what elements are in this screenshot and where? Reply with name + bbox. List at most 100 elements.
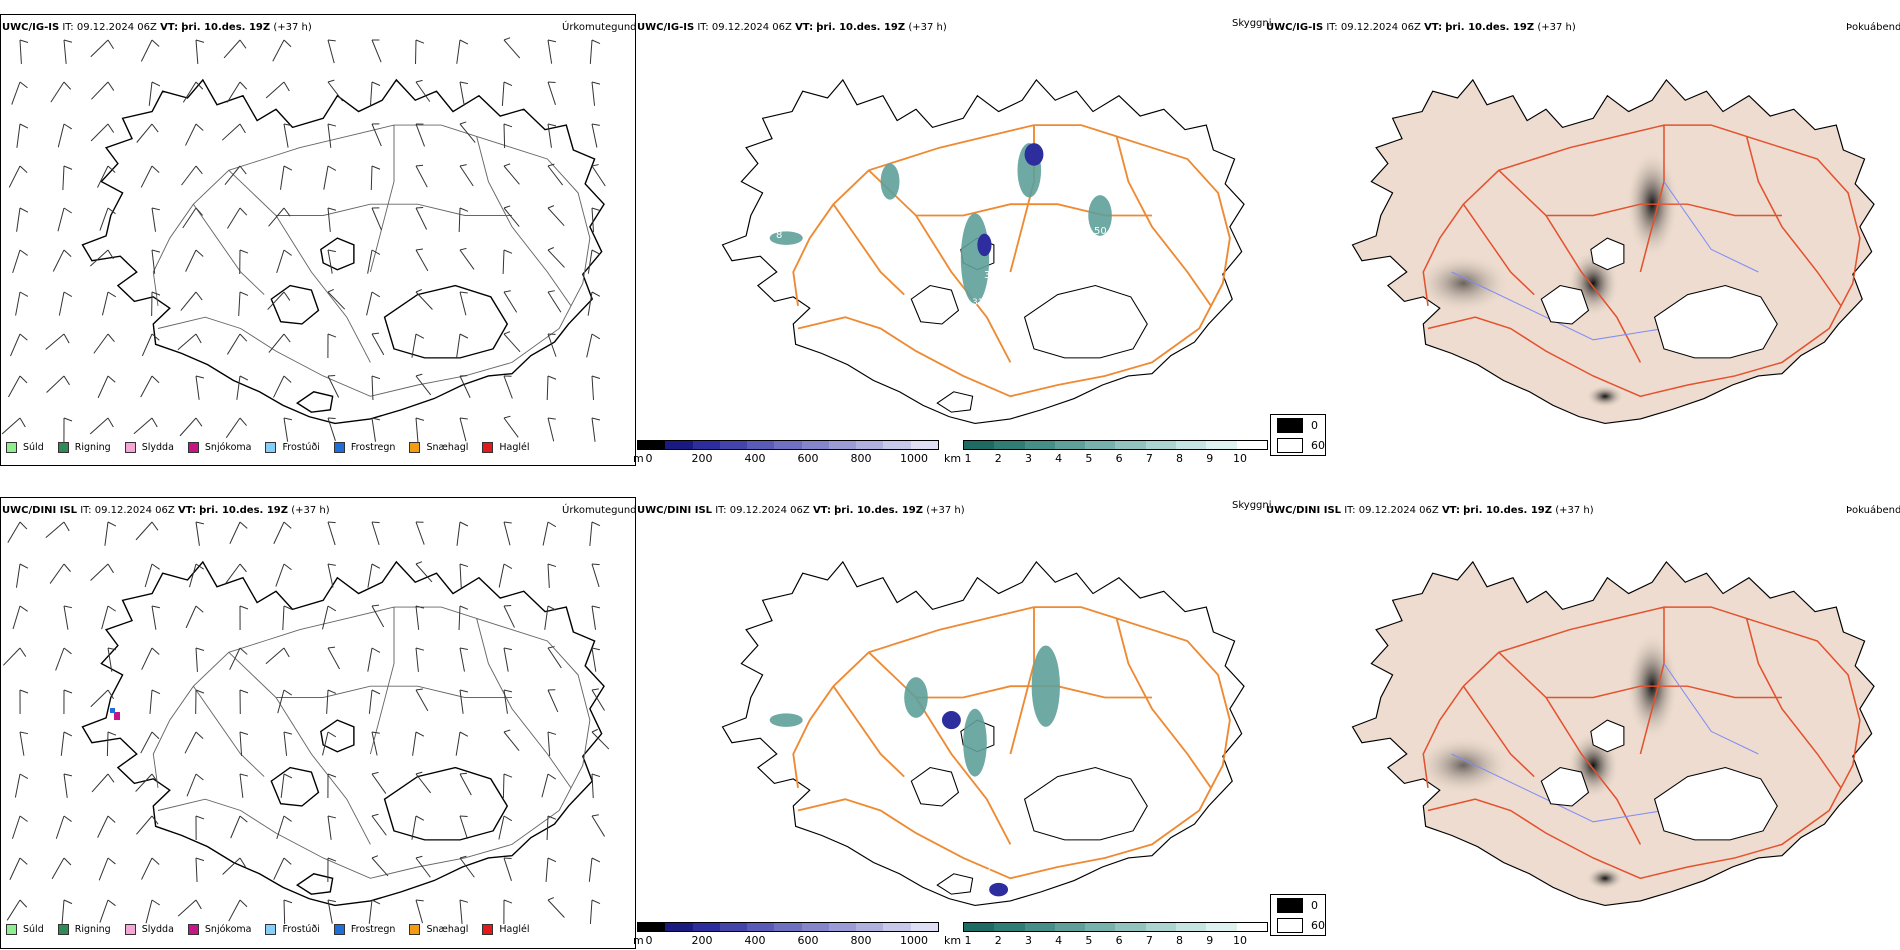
wind-barb — [276, 249, 285, 274]
wind-barb-flag — [415, 731, 425, 737]
wind-barb-flag — [371, 689, 381, 695]
wind-barb — [97, 375, 109, 399]
wind-barb — [12, 249, 21, 273]
cloud-legend-item: 0 — [1271, 895, 1325, 915]
colorbar-tick: 4 — [1055, 452, 1063, 465]
colorbar-cell — [1024, 441, 1055, 449]
wind-barb-flag — [19, 647, 27, 657]
wind-barb-flag — [63, 689, 73, 694]
precip-legend-item: Haglél — [482, 442, 530, 453]
colorbar-tick: 400 — [744, 934, 766, 947]
colorbar-cell — [994, 441, 1025, 449]
wind-barb-flag — [327, 374, 336, 377]
wind-barb-flag — [459, 605, 469, 610]
wind-barb — [546, 815, 549, 841]
wind-barb-flag — [107, 417, 114, 428]
wind-barb — [327, 123, 332, 148]
wind-barb-flag — [195, 731, 204, 740]
wind-barb-flag — [63, 81, 72, 90]
panel-title: Úrkomutegund — [562, 505, 637, 516]
wind-barb-flag — [63, 375, 70, 386]
wind-barb-flag — [283, 81, 290, 92]
wind-barb-flag — [63, 39, 73, 43]
colorbar-tick: 0 — [645, 934, 653, 947]
wind-barb — [11, 815, 21, 839]
wind-barb — [90, 39, 109, 58]
wind-barb — [265, 81, 285, 99]
legend-swatch — [333, 442, 345, 453]
wind-barb — [141, 647, 153, 670]
wind-barb-flag — [503, 37, 511, 41]
wind-barb — [9, 857, 21, 880]
wind-barb-flag — [371, 731, 380, 734]
colorbar-cell — [828, 923, 857, 931]
precip-legend-item: Rigning — [57, 442, 111, 453]
wind-barb — [591, 417, 596, 442]
wind-barb — [502, 249, 505, 275]
wind-barb — [57, 207, 65, 232]
wind-barb — [107, 647, 113, 672]
wind-barb-flag — [151, 605, 160, 609]
wind-barb — [195, 375, 200, 400]
wind-barb-flag — [327, 521, 336, 524]
wind-barb-flag — [327, 79, 335, 83]
panel-title: Þokuábendi — [1846, 505, 1900, 516]
wind-barb-flag — [591, 647, 601, 651]
colorbar-tick: 800 — [850, 452, 872, 465]
wind-barb — [591, 773, 594, 798]
wind-barb-flag — [151, 417, 158, 428]
wind-barb-flag — [415, 855, 423, 859]
wind-barb-flag — [239, 39, 247, 49]
wind-barb-flag — [591, 249, 601, 255]
wind-barb — [226, 81, 241, 103]
wind-barb — [185, 123, 197, 146]
wind-barb-flag — [503, 647, 512, 651]
wind-barb — [371, 207, 382, 231]
colorbar-cell — [774, 441, 802, 449]
wind-barb — [411, 815, 417, 840]
wind-barb — [283, 731, 288, 756]
wind-barb — [367, 249, 373, 274]
wind-barb-flag — [195, 123, 204, 131]
colorbar-cell — [1085, 923, 1116, 931]
wind-barb-flag — [63, 207, 73, 214]
wind-barb-flag — [107, 815, 116, 823]
wind-barb-flag — [327, 563, 336, 566]
wind-barb-flag — [415, 289, 423, 293]
wind-barb-flag — [283, 165, 293, 171]
legend-label: Frostregn — [350, 442, 396, 453]
colorbar-cell — [1206, 923, 1237, 931]
wind-barb-flag — [151, 689, 161, 695]
wind-barb — [57, 123, 65, 148]
colorbar-cell — [910, 441, 938, 449]
wind-barb-flag — [371, 375, 381, 380]
wind-barb-flag — [415, 333, 425, 339]
wind-barb — [101, 605, 109, 630]
wind-barb-flag — [371, 899, 381, 905]
wind-barb-flag — [415, 79, 423, 83]
colorbar-tick: 1 — [964, 452, 972, 465]
wind-barb — [591, 731, 610, 750]
wind-barb-flag — [239, 647, 248, 655]
wind-barb — [50, 81, 65, 103]
wind-barb-flag — [239, 123, 246, 134]
colorbar-tick: 0 — [645, 452, 653, 465]
wind-barb-flag — [151, 165, 160, 173]
wind-barb — [268, 207, 285, 227]
wind-barb-flag — [151, 375, 160, 384]
precip-type-map-2 — [3, 521, 610, 925]
wind-barb — [327, 563, 334, 588]
wind-barb-flag — [415, 899, 424, 902]
wind-barb — [503, 333, 521, 353]
wind-barb — [322, 731, 329, 756]
wind-barb — [415, 207, 428, 230]
wind-barb-flag — [195, 249, 204, 257]
colorbar-cell — [747, 923, 775, 931]
wind-barb — [503, 647, 509, 672]
wind-barb-flag — [151, 81, 161, 87]
wind-barb-flag — [459, 855, 467, 859]
map-value-label: 21 — [946, 760, 959, 771]
wind-barb — [89, 249, 109, 267]
wind-barb-flag — [503, 815, 513, 822]
wind-barb-flag — [503, 605, 512, 607]
